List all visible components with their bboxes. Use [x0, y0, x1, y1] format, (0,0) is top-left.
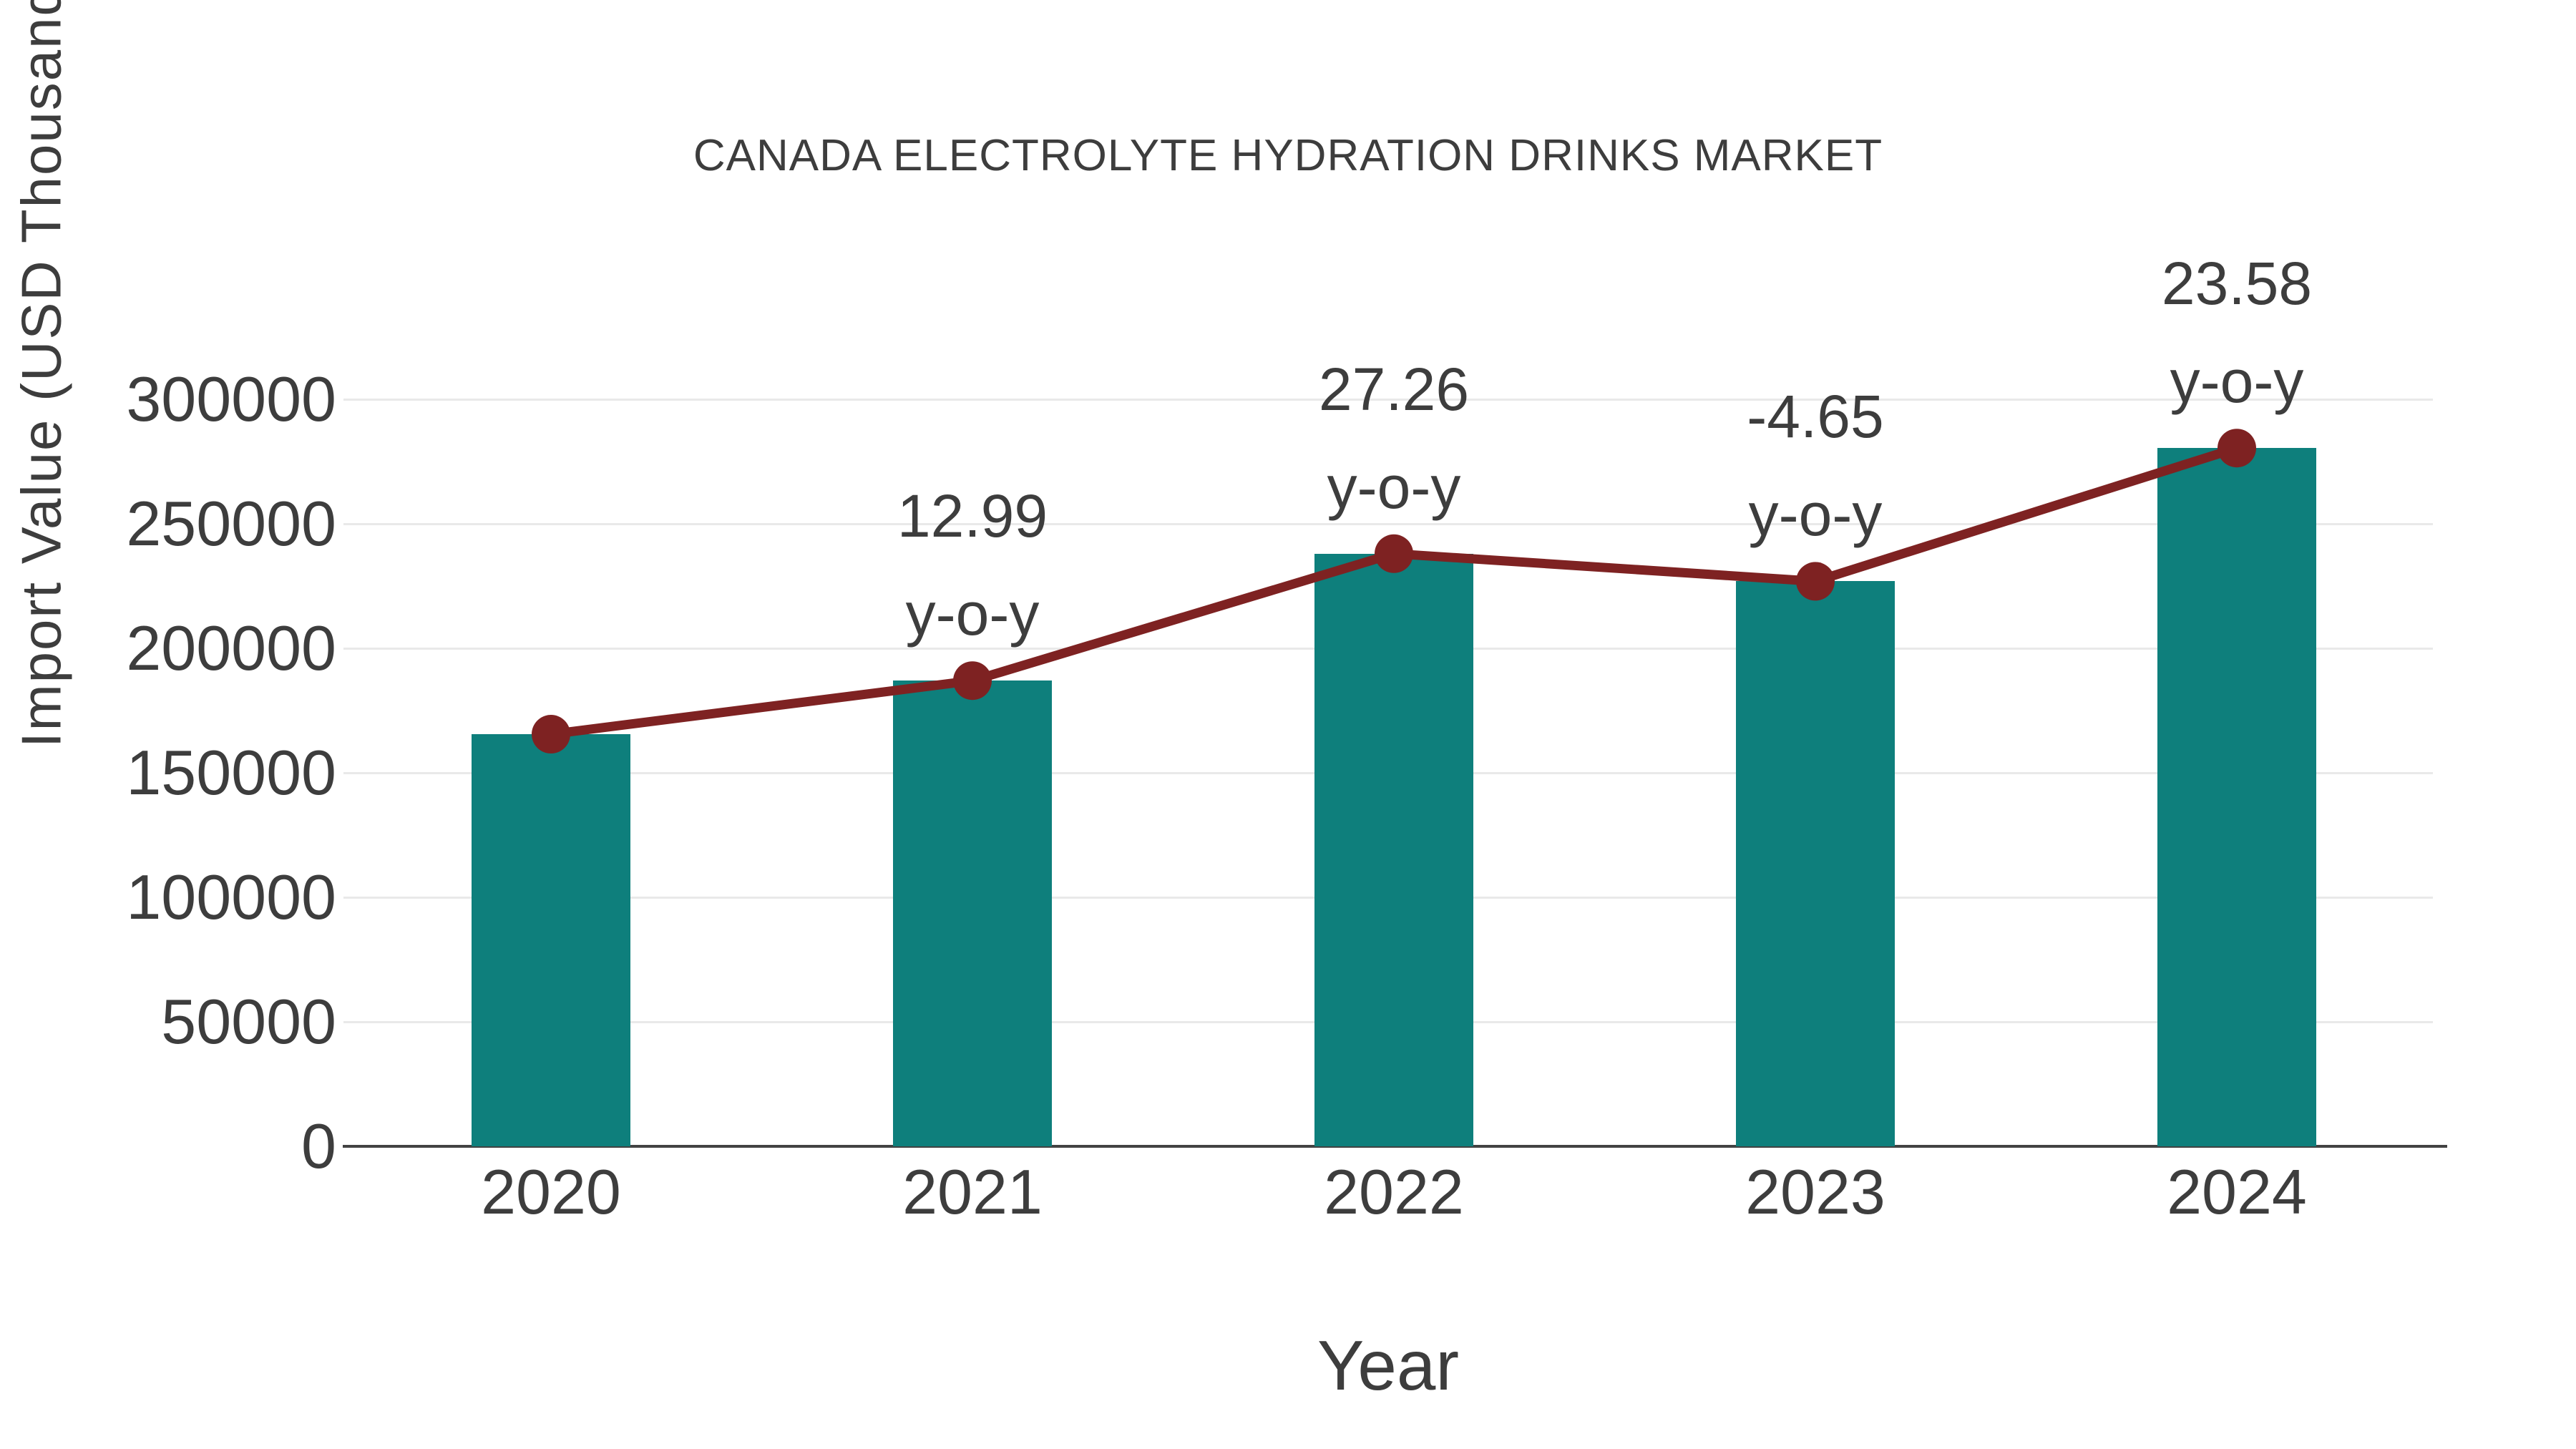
data-point-2020	[532, 715, 570, 754]
annotation-2023-yoy: y-o-y	[1748, 481, 1883, 549]
annotation-2021-value: 12.99	[897, 482, 1048, 550]
annotation-2024-value: 23.58	[2161, 250, 2313, 318]
x-axis-title: Year	[1317, 1326, 1459, 1405]
x-tick-label-2024: 2024	[2167, 1156, 2307, 1227]
bar-2022	[1314, 553, 1473, 1146]
annotation-2022-yoy: y-o-y	[1327, 453, 1461, 521]
y-tick-label-100000: 100000	[126, 862, 336, 932]
chart-title: CANADA ELECTROLYTE HYDRATION DRINKS MARK…	[693, 131, 1883, 180]
annotation-2022-value: 27.26	[1318, 355, 1470, 423]
y-tick-label-250000: 250000	[126, 488, 336, 559]
y-tick-label-150000: 150000	[126, 737, 336, 808]
y-tick-label-300000: 300000	[126, 364, 336, 434]
x-tick-label-2023: 2023	[1745, 1156, 1885, 1227]
x-tick-label-2020: 2020	[481, 1156, 621, 1227]
data-point-2023	[1796, 562, 1835, 601]
annotation-2023-value: -4.65	[1747, 383, 1884, 451]
x-tick-label-2022: 2022	[1324, 1156, 1464, 1227]
gridline-250000	[343, 523, 2433, 525]
x-axis-line	[343, 1145, 2447, 1148]
bar-2024	[2157, 448, 2316, 1146]
y-tick-label-50000: 50000	[161, 986, 336, 1057]
bar-2020	[472, 734, 630, 1146]
data-point-2022	[1375, 534, 1413, 573]
annotation-2024-yoy: y-o-y	[2170, 348, 2304, 416]
bar-2023	[1736, 581, 1895, 1146]
annotation-2021-yoy: y-o-y	[905, 580, 1040, 648]
bar-2021	[893, 680, 1052, 1146]
data-point-2021	[953, 661, 992, 701]
x-tick-label-2021: 2021	[902, 1156, 1043, 1227]
y-tick-label-200000: 200000	[126, 613, 336, 683]
gridline-300000	[343, 399, 2433, 401]
data-point-2024	[2218, 429, 2256, 468]
y-tick-label-0: 0	[301, 1111, 336, 1181]
